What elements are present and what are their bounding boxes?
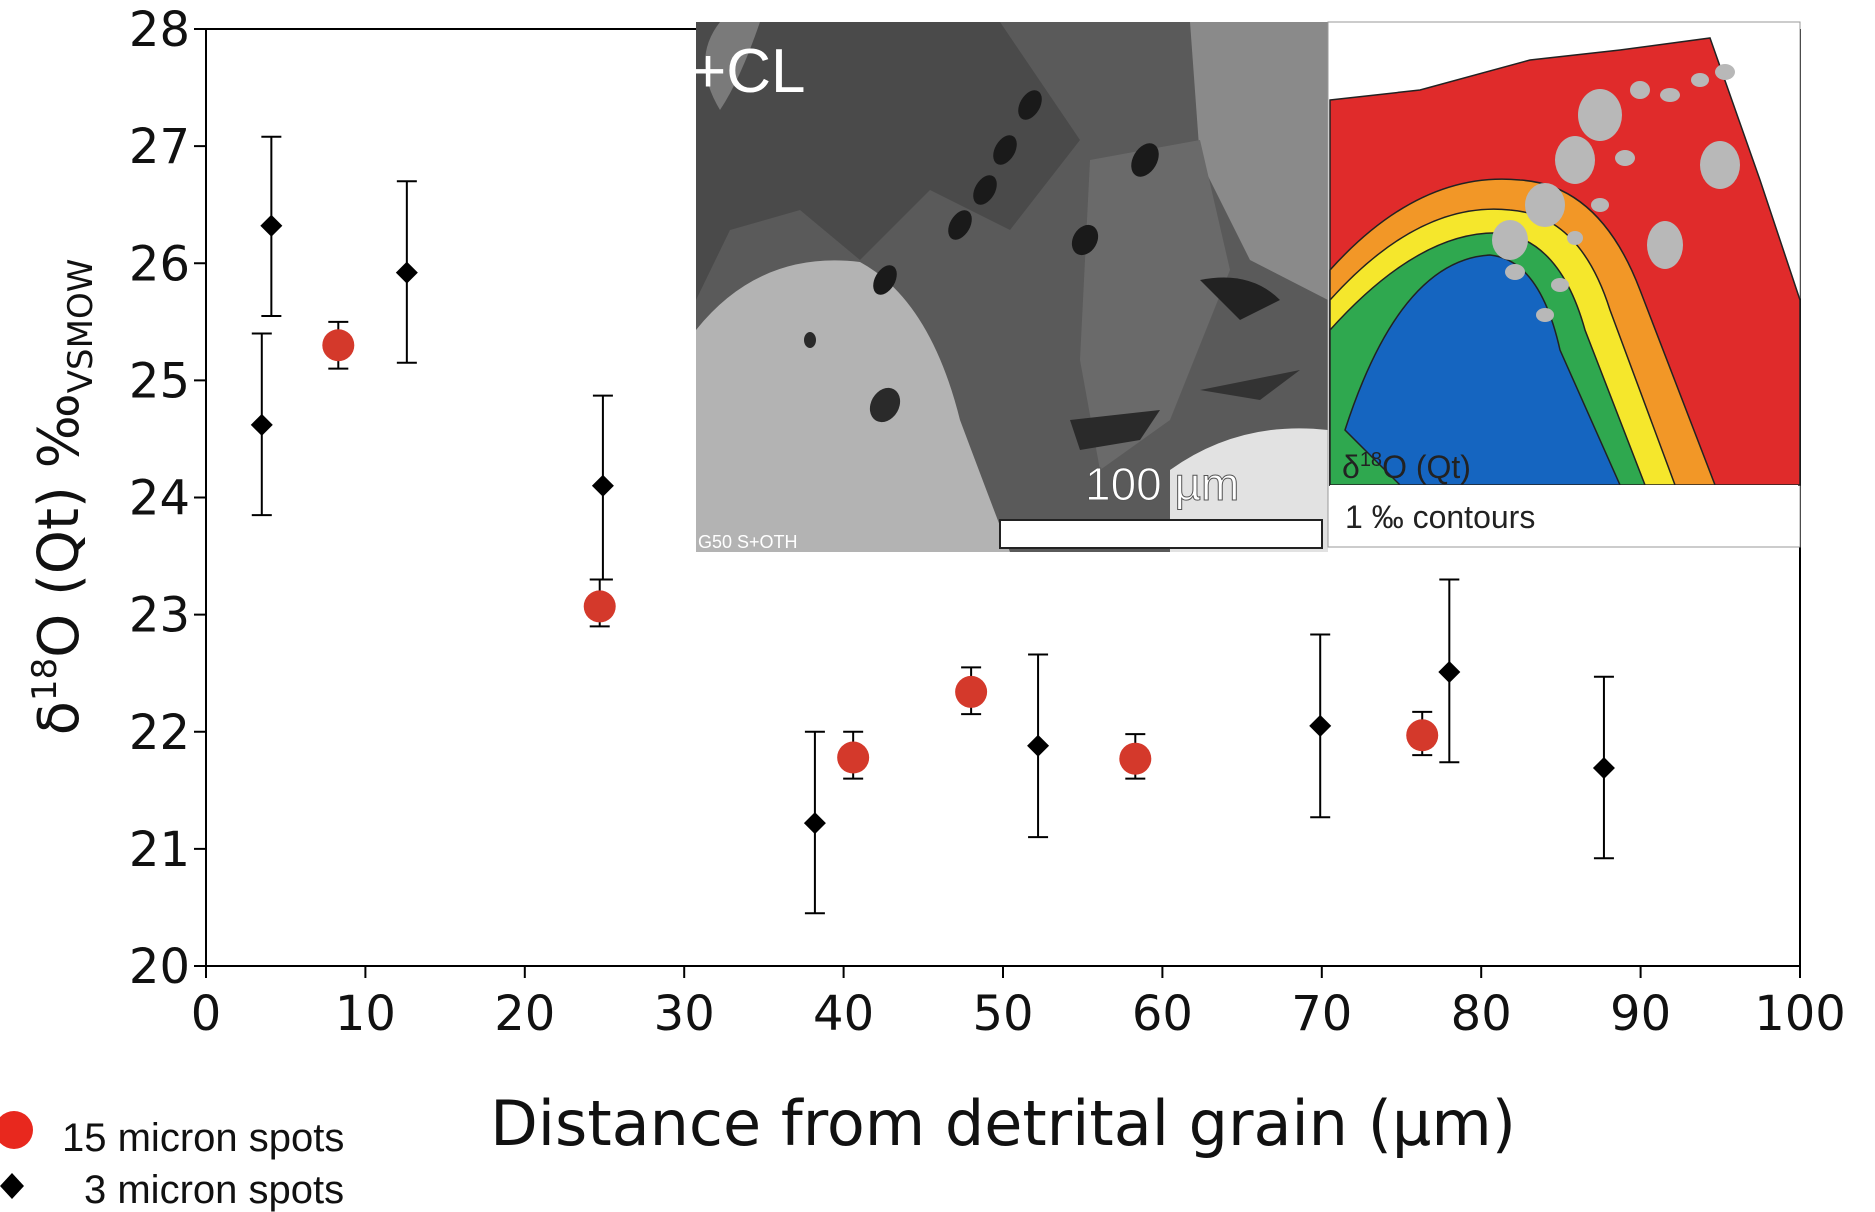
diamond-marker — [1309, 714, 1332, 737]
point-3-micron — [395, 180, 418, 364]
legend-label-15-micron: 15 micron spots — [62, 1116, 344, 1160]
x-tick-label: 40 — [813, 986, 874, 1042]
circle-marker — [1119, 742, 1152, 775]
x-tick-label: 20 — [494, 986, 555, 1042]
cl-label: +CL — [690, 37, 805, 106]
y-tick-label: 25 — [129, 353, 190, 409]
point-15-micron — [955, 666, 988, 716]
point-3-micron — [591, 394, 614, 581]
point-3-micron — [260, 135, 283, 317]
circle-marker — [1406, 719, 1439, 752]
diamond-marker — [1027, 734, 1050, 757]
point-3-micron — [1592, 675, 1615, 860]
cl-scale-label: 100 µm — [1085, 458, 1239, 510]
diamond-marker — [250, 413, 273, 436]
legend-diamond-marker — [0, 1173, 24, 1199]
contour-blue — [1344, 254, 1622, 486]
y-tick-label: 24 — [129, 471, 190, 527]
legend-circle-marker — [0, 1111, 33, 1149]
y-tick-label: 23 — [129, 588, 190, 644]
inset-contour-map: δ18O (Qt) 1 ‰ contours — [1327, 21, 1801, 548]
point-3-micron — [803, 730, 826, 915]
x-tick-label: 90 — [1610, 986, 1671, 1042]
y-tick-label: 20 — [129, 939, 190, 995]
y-axis-title: δ18O (Qt) ‰VSMOW — [25, 259, 101, 736]
point-3-micron — [1309, 633, 1332, 819]
circle-marker — [955, 675, 988, 708]
point-3-micron — [1438, 578, 1461, 764]
diamond-marker — [803, 812, 826, 835]
point-15-micron — [1406, 710, 1439, 757]
x-axis-title: Distance from detrital grain (µm) — [490, 1087, 1516, 1160]
circle-marker — [837, 741, 870, 774]
x-tick-label: 10 — [335, 986, 396, 1042]
y-tick-label: 27 — [129, 119, 190, 175]
legend-label-3-micron: 3 micron spots — [84, 1168, 344, 1212]
inclusion-spots — [1492, 64, 1740, 322]
point-15-micron — [1119, 733, 1152, 780]
map-contours-label: 1 ‰ contours — [1345, 499, 1535, 535]
point-3-micron — [1027, 653, 1050, 839]
x-tick-label: 0 — [191, 986, 222, 1042]
x-tick-label: 70 — [1291, 986, 1352, 1042]
y-tick-label: 26 — [129, 236, 190, 292]
map-delta-label: δ18O (Qt) — [1342, 449, 1471, 485]
diamond-marker — [591, 474, 614, 497]
inset-cl-image: +CL G50 S+OTH 100 µm — [690, 22, 1328, 552]
x-tick-label: 60 — [1132, 986, 1193, 1042]
point-15-micron — [583, 578, 616, 628]
ticks: 0 10 20 30 40 50 60 70 80 90 100 20 21 22 23 24 25 26 27 28 — [129, 2, 1846, 1042]
cl-scale-bar — [999, 519, 1323, 549]
diamond-marker — [260, 214, 283, 237]
point-15-micron — [837, 730, 870, 780]
x-tick-label: 100 — [1754, 986, 1846, 1042]
diamond-marker — [1592, 757, 1615, 780]
point-15-micron — [322, 320, 355, 370]
circle-marker — [583, 590, 616, 623]
x-tick-label: 80 — [1451, 986, 1512, 1042]
legend: 15 micron spots 3 micron spots — [0, 1111, 344, 1212]
x-tick-label: 50 — [972, 986, 1033, 1042]
y-tick-label: 22 — [129, 705, 190, 761]
y-tick-label: 28 — [129, 2, 190, 58]
cl-footer-text: G50 S+OTH — [698, 532, 798, 552]
y-tick-label: 21 — [129, 822, 190, 878]
point-3-micron — [250, 332, 273, 517]
diamond-marker — [1438, 661, 1461, 684]
data-marks — [250, 135, 1615, 915]
x-tick-label: 30 — [654, 986, 715, 1042]
circle-marker — [322, 329, 355, 362]
diamond-marker — [395, 261, 418, 284]
